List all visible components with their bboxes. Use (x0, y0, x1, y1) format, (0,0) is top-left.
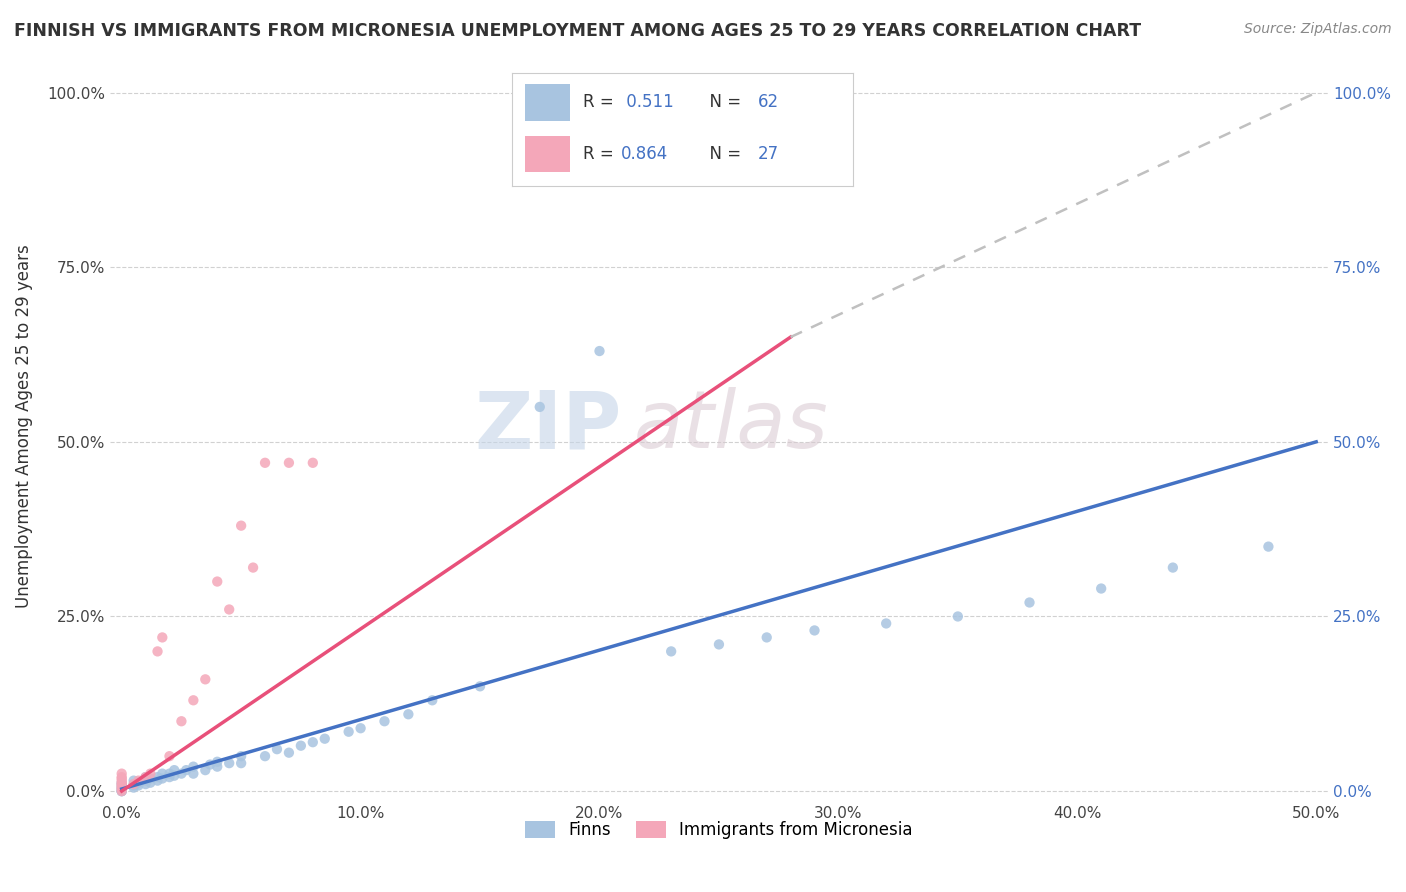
Point (659, 644, 682, 658)
Point (420, 693, 443, 707)
Point (207, 755, 229, 769)
Y-axis label: Unemployment Among Ages 25 to 29 years: Unemployment Among Ages 25 to 29 years (15, 244, 32, 608)
Point (301, 735, 323, 749)
Point (150, 766, 173, 780)
Point (139, 766, 162, 780)
Point (111, 779, 134, 793)
Point (277, 456, 299, 470)
Point (183, 693, 205, 707)
Point (1018, 595, 1040, 609)
Point (111, 775, 134, 789)
Point (135, 777, 157, 791)
Point (122, 773, 145, 788)
Point (468, 679, 491, 693)
Point (183, 766, 205, 780)
Point (127, 779, 149, 793)
Point (111, 772, 134, 786)
Point (207, 759, 229, 773)
Point (111, 770, 134, 784)
Point (207, 574, 229, 589)
Point (111, 784, 134, 798)
Point (314, 731, 336, 746)
Point (349, 721, 371, 735)
Point (127, 775, 149, 789)
Point (170, 714, 193, 729)
Point (266, 742, 288, 756)
Point (150, 631, 173, 645)
Point (111, 775, 134, 789)
Point (301, 456, 323, 470)
Point (218, 602, 240, 616)
Point (139, 775, 162, 789)
Text: atlas: atlas (634, 387, 828, 465)
Point (122, 777, 145, 791)
Point (159, 766, 181, 780)
Point (218, 756, 240, 771)
Point (242, 560, 264, 574)
Point (337, 724, 360, 739)
Point (111, 766, 134, 780)
Text: ZIP: ZIP (474, 387, 621, 465)
Point (1090, 582, 1112, 596)
Point (122, 779, 145, 793)
Point (1257, 540, 1279, 554)
Point (146, 644, 169, 658)
Text: Source: ZipAtlas.com: Source: ZipAtlas.com (1244, 22, 1392, 37)
Point (127, 773, 149, 788)
Point (159, 770, 181, 784)
Text: FINNISH VS IMMIGRANTS FROM MICRONESIA UNEMPLOYMENT AMONG AGES 25 TO 29 YEARS COR: FINNISH VS IMMIGRANTS FROM MICRONESIA UN… (14, 22, 1142, 40)
Point (290, 739, 312, 753)
Point (163, 769, 186, 783)
Point (146, 770, 169, 784)
Point (373, 714, 395, 729)
Point (111, 780, 134, 795)
Point (183, 759, 205, 773)
Point (1161, 560, 1184, 574)
Point (111, 784, 134, 798)
Point (111, 782, 134, 797)
Point (231, 749, 253, 764)
Point (588, 344, 610, 359)
Point (231, 518, 253, 533)
Point (529, 400, 551, 414)
Point (163, 763, 186, 777)
Point (111, 782, 134, 797)
Point (277, 746, 299, 760)
Point (194, 673, 217, 687)
Point (122, 777, 145, 791)
Point (198, 757, 221, 772)
Point (159, 749, 181, 764)
Point (174, 763, 197, 777)
Point (111, 777, 134, 791)
Point (946, 609, 969, 624)
Point (875, 616, 897, 631)
Point (150, 772, 173, 786)
Point (122, 780, 145, 795)
Point (135, 773, 157, 788)
Point (111, 777, 134, 791)
Point (146, 773, 169, 788)
Point (707, 637, 730, 651)
Point (139, 772, 162, 786)
Point (231, 756, 253, 771)
Point (111, 784, 134, 798)
Point (254, 456, 277, 470)
Point (194, 763, 217, 777)
Point (396, 707, 419, 722)
Point (111, 779, 134, 793)
Point (111, 784, 134, 798)
Point (170, 766, 193, 780)
Point (755, 631, 778, 645)
Point (135, 770, 157, 784)
Legend: Finns, Immigrants from Micronesia: Finns, Immigrants from Micronesia (519, 814, 920, 846)
Point (111, 780, 134, 795)
Point (135, 770, 157, 784)
Point (803, 624, 825, 638)
Point (254, 749, 277, 764)
Point (111, 773, 134, 788)
